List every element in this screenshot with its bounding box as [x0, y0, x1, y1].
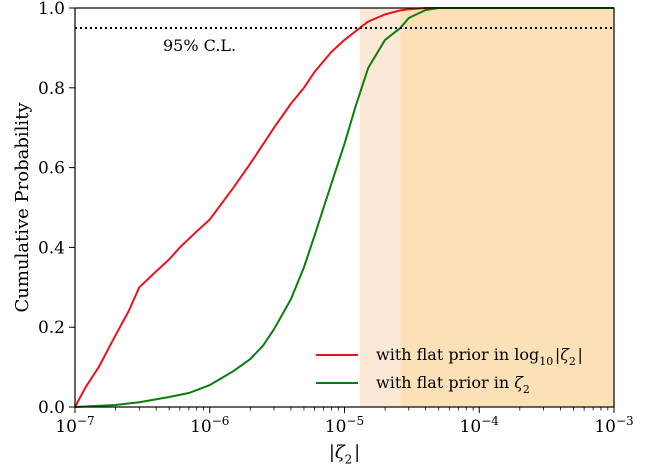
legend-label-2: with flat prior in ζ2 — [376, 373, 532, 396]
y-tick-label-1: 0.0 — [38, 398, 65, 418]
y-axis-title: Cumulative Probability — [12, 102, 33, 313]
y-tick-label-2: 0.2 — [38, 318, 65, 338]
x-axis-title: |ζ2 | — [329, 442, 360, 466]
series-line-1 — [74, 7, 614, 408]
axes: 10−7 10−6 10−5 10−4 10−3 0.0 0.2 0.4 0.6 0.8 1.0 |ζ… — [12, 0, 634, 466]
excluded-region-2 — [400, 8, 614, 407]
x-tick-label-4: 10−4 — [460, 414, 500, 437]
x-tick-label-3: 10−5 — [325, 414, 364, 437]
legend-label-1: with flat prior in log10 |ζ2 | — [376, 345, 583, 368]
x-tick-label-2: 10−6 — [190, 414, 229, 437]
y-tick-label-5: 0.8 — [38, 79, 65, 99]
confidence-level: 95% C.L. — [75, 26, 614, 55]
legend: with flat prior in log10 |ζ2 | with flat … — [316, 345, 583, 396]
confidence-label: 95% C.L. — [163, 36, 236, 55]
x-tick-label-5: 10−3 — [594, 414, 633, 437]
series-line-2 — [74, 7, 614, 408]
y-tick-label-4: 0.6 — [38, 159, 65, 179]
excluded-regions — [359, 8, 614, 407]
y-tick-label-3: 0.4 — [38, 238, 65, 258]
y-tick-label-6: 1.0 — [38, 0, 65, 19]
x-tick-label-1: 10−7 — [55, 414, 94, 437]
data-series — [74, 7, 614, 408]
